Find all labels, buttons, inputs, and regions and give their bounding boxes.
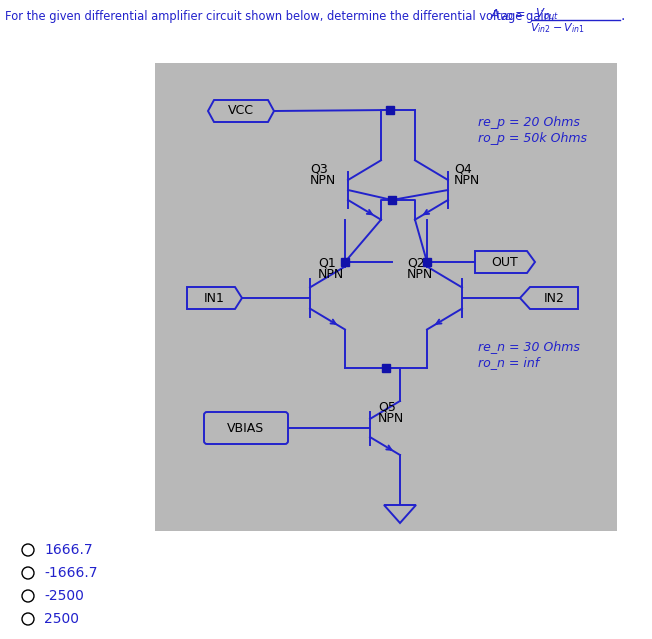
Text: NPN: NPN bbox=[378, 412, 404, 425]
Text: $V_{out}$: $V_{out}$ bbox=[535, 7, 559, 22]
Polygon shape bbox=[187, 287, 242, 309]
Text: 1666.7: 1666.7 bbox=[44, 543, 93, 557]
Text: 2500: 2500 bbox=[44, 612, 79, 626]
Text: -1666.7: -1666.7 bbox=[44, 566, 98, 580]
Text: For the given differential amplifier circuit shown below, determine the differen: For the given differential amplifier cir… bbox=[5, 10, 554, 23]
Text: $A_{VD}=$: $A_{VD}=$ bbox=[490, 8, 526, 23]
Text: NPN: NPN bbox=[310, 174, 336, 187]
Text: re_n = 30 Ohms: re_n = 30 Ohms bbox=[478, 340, 580, 353]
Polygon shape bbox=[475, 251, 535, 273]
Text: ro_n = inf: ro_n = inf bbox=[478, 356, 539, 369]
FancyBboxPatch shape bbox=[204, 412, 288, 444]
Text: ro_p = 50k Ohms: ro_p = 50k Ohms bbox=[478, 132, 587, 145]
Text: -2500: -2500 bbox=[44, 589, 84, 603]
Text: Q2: Q2 bbox=[407, 256, 424, 269]
Text: Q1: Q1 bbox=[318, 256, 336, 269]
Polygon shape bbox=[384, 505, 416, 523]
Text: IN1: IN1 bbox=[203, 291, 224, 305]
Text: NPN: NPN bbox=[454, 174, 481, 187]
Polygon shape bbox=[208, 100, 274, 122]
Text: OUT: OUT bbox=[492, 256, 518, 268]
Text: NPN: NPN bbox=[318, 268, 344, 281]
Text: $V_{in2}-V_{in1}$: $V_{in2}-V_{in1}$ bbox=[530, 21, 585, 35]
Text: NPN: NPN bbox=[407, 268, 433, 281]
Text: re_p = 20 Ohms: re_p = 20 Ohms bbox=[478, 116, 580, 129]
Text: Q3: Q3 bbox=[310, 162, 328, 175]
Text: .: . bbox=[621, 9, 625, 23]
Text: VCC: VCC bbox=[228, 105, 254, 118]
Text: Q5: Q5 bbox=[378, 400, 396, 413]
Bar bbox=[155, 63, 617, 531]
Text: Q4: Q4 bbox=[454, 162, 472, 175]
Text: IN2: IN2 bbox=[544, 291, 565, 305]
Polygon shape bbox=[520, 287, 578, 309]
Text: VBIAS: VBIAS bbox=[228, 422, 265, 435]
